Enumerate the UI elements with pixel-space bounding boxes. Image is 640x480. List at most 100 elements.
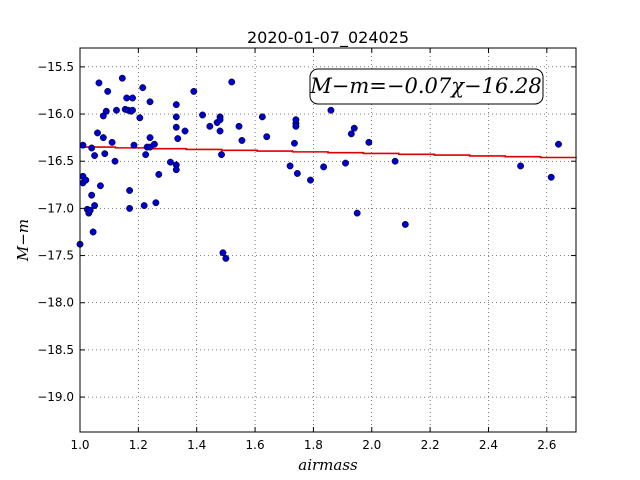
plot-frame (79, 47, 577, 433)
data-point (365, 138, 373, 146)
data-point (307, 176, 314, 184)
data-point (91, 202, 99, 210)
data-point (263, 133, 271, 141)
y-tick-label: −16.0 (37, 107, 74, 121)
data-point (140, 202, 148, 210)
data-point (350, 124, 358, 132)
y-tick-label: −16.5 (37, 154, 74, 168)
data-point (89, 228, 97, 236)
y-tick-label: −17.0 (37, 201, 74, 215)
data-point (91, 152, 99, 160)
data-point (258, 113, 266, 121)
data-point (88, 144, 96, 152)
data-point (555, 140, 562, 148)
chart-title: 2020-01-07_024025 (247, 28, 409, 48)
data-point (129, 94, 136, 102)
data-point (235, 122, 243, 130)
data-point (101, 150, 109, 158)
data-point (286, 162, 294, 170)
data-point (190, 87, 198, 95)
y-tick-label: −18.0 (37, 296, 74, 310)
x-tick-label: 2.6 (537, 438, 556, 452)
x-axis-label: airmass (298, 456, 358, 474)
x-tick-label: 1.2 (129, 438, 148, 452)
data-point (181, 127, 189, 135)
data-point (219, 249, 227, 257)
data-point (139, 84, 147, 92)
data-point (291, 139, 298, 147)
data-point (152, 199, 160, 207)
data-point (99, 134, 107, 142)
data-point (172, 166, 180, 174)
data-point (150, 140, 158, 148)
y-tick-label: −18.5 (37, 343, 74, 357)
data-point (293, 170, 301, 177)
data-point (320, 163, 328, 171)
data-point (216, 116, 224, 124)
fit-annotation: M−m=−0.07χ−16.28 (309, 68, 544, 105)
data-point (216, 127, 224, 135)
data-point (342, 159, 349, 167)
grid (80, 48, 576, 432)
data-point (206, 122, 214, 130)
y-tick-label: −15.5 (37, 60, 74, 74)
data-point (146, 98, 154, 106)
data-point (95, 79, 103, 87)
x-tick-label: 1.6 (246, 438, 265, 452)
fit-line-layer (80, 146, 577, 159)
x-tick-label: 2.0 (362, 438, 381, 452)
data-point (327, 106, 335, 114)
data-point (82, 176, 90, 184)
data-point (102, 107, 110, 115)
data-point (79, 141, 87, 149)
data-point (111, 157, 119, 165)
annotation-box (309, 68, 544, 105)
data-point (172, 113, 180, 121)
x-tick-label: 1.4 (187, 438, 206, 452)
data-point (401, 220, 409, 228)
data-point (104, 87, 112, 95)
data-point (547, 173, 555, 181)
data-point (228, 78, 236, 86)
y-axis-label: M−m (14, 219, 32, 262)
annotation-text: M−m=−0.07χ−16.28 (309, 74, 541, 98)
data-point (126, 204, 134, 212)
data-point (292, 116, 300, 124)
x-tick-label: 2.2 (421, 438, 440, 452)
data-point (238, 137, 246, 144)
data-point (172, 101, 180, 109)
data-point (96, 182, 104, 190)
data-point (218, 151, 225, 159)
data-point (126, 187, 134, 194)
data-point (118, 74, 126, 82)
data-point (136, 114, 144, 122)
data-point (222, 254, 230, 262)
data-point (167, 158, 174, 166)
data-point (347, 130, 355, 138)
data-point (129, 106, 136, 114)
data-point (391, 157, 399, 165)
data-point (86, 206, 94, 214)
data-point (174, 135, 182, 143)
data-point (123, 94, 131, 102)
data-point (142, 151, 150, 159)
data-point (172, 123, 180, 131)
y-tick-label: −19.0 (37, 390, 74, 404)
data-point (88, 191, 96, 199)
data-point (353, 209, 361, 217)
data-point (199, 111, 206, 119)
data-point (155, 170, 163, 178)
data-point (146, 134, 154, 142)
axis-ticks: 1.0 1.2 1.4 1.6 1.8 2.0 2.2 2.4 2.6 −15.5 −16.0 −16… (37, 48, 576, 452)
data-point (292, 122, 300, 130)
data-point (130, 141, 138, 149)
data-point (113, 106, 120, 114)
y-tick-label: −17.5 (37, 249, 74, 263)
x-tick-label: 1.0 (70, 438, 89, 452)
x-tick-label: 1.8 (304, 438, 323, 452)
fit-line (80, 146, 577, 159)
data-point (108, 138, 116, 146)
data-points (76, 74, 562, 262)
x-tick-label: 2.4 (479, 438, 498, 452)
